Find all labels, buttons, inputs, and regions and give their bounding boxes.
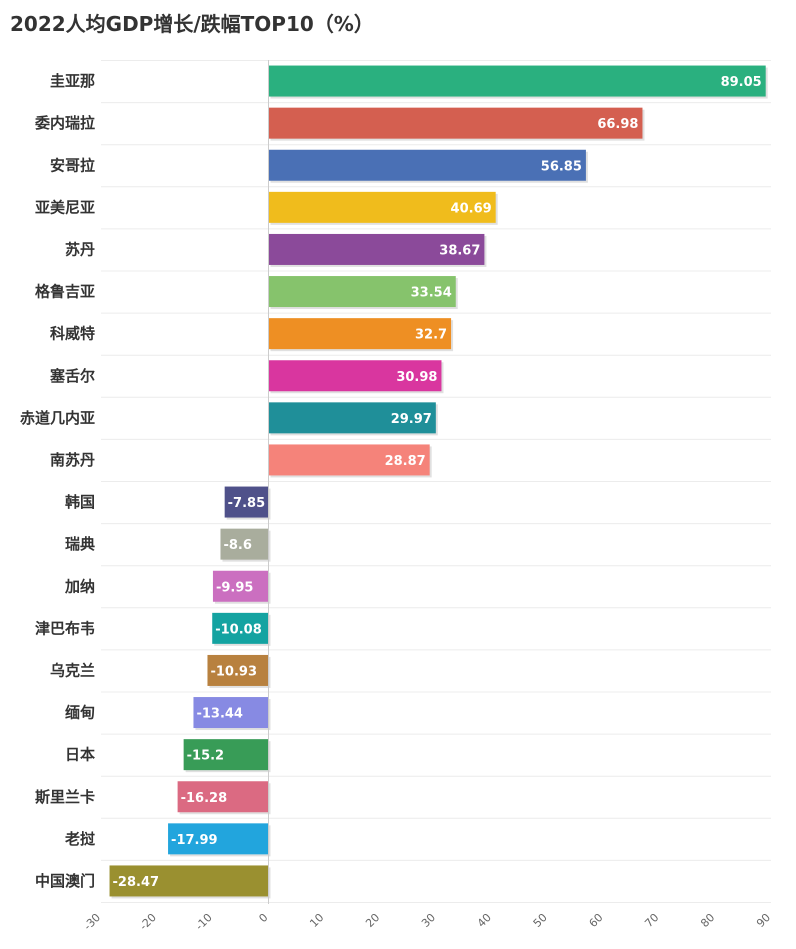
bar — [268, 191, 496, 223]
bar — [268, 149, 586, 181]
value-label: -13.44 — [196, 707, 243, 722]
value-label: 28.87 — [385, 454, 426, 469]
x-tick-label: 70 — [642, 911, 661, 930]
category-label: 科威特 — [50, 325, 95, 343]
category-label: 日本 — [65, 746, 95, 764]
category-label: 瑞典 — [65, 535, 95, 553]
category-label: 缅甸 — [65, 704, 95, 722]
bar — [268, 402, 436, 434]
x-tick-label: 10 — [307, 911, 326, 930]
value-label: 38.67 — [439, 243, 480, 258]
bar — [268, 276, 456, 308]
value-label: 30.98 — [396, 370, 437, 385]
category-label: 斯里兰卡 — [35, 788, 95, 806]
value-label: -9.95 — [216, 580, 253, 595]
category-label: 津巴布韦 — [35, 619, 95, 637]
category-label: 圭亚那 — [50, 72, 95, 90]
bar — [268, 107, 643, 139]
category-label: 韩国 — [65, 493, 95, 511]
value-label: 56.85 — [541, 159, 582, 174]
category-label: 格鲁吉亚 — [35, 283, 95, 301]
x-tick-label: 40 — [475, 911, 494, 930]
value-label: -8.6 — [223, 538, 251, 553]
value-label: 40.69 — [451, 201, 492, 216]
bar — [183, 739, 269, 771]
category-label: 老挝 — [64, 830, 96, 848]
bar — [268, 360, 442, 392]
value-label: -15.2 — [187, 749, 224, 764]
bar — [109, 865, 269, 897]
value-label: 66.98 — [597, 117, 638, 132]
category-label: 亚美尼亚 — [35, 198, 95, 216]
value-label: -16.28 — [181, 791, 228, 806]
value-label: 32.7 — [415, 328, 447, 343]
x-tick-label: 90 — [754, 911, 773, 930]
category-label: 苏丹 — [65, 240, 95, 258]
bar — [177, 781, 269, 813]
value-label: -10.93 — [210, 664, 257, 679]
x-tick-label: -10 — [193, 911, 215, 933]
value-label: -10.08 — [215, 622, 262, 637]
category-label: 委内瑞拉 — [35, 114, 95, 132]
category-label: 塞舌尔 — [50, 367, 95, 385]
x-tick-label: 50 — [531, 911, 550, 930]
value-label: 29.97 — [391, 412, 432, 427]
bar — [268, 444, 430, 476]
x-tick-label: 0 — [256, 911, 270, 925]
category-label: 赤道几内亚 — [20, 409, 95, 427]
bar — [212, 612, 269, 644]
value-label: 33.54 — [411, 286, 452, 301]
category-label: 安哥拉 — [50, 156, 95, 174]
chart-title: 2022人均GDP增长/跌幅TOP10（%） — [10, 12, 374, 36]
x-tick-label: 80 — [698, 911, 717, 930]
bar — [168, 823, 269, 855]
category-label: 中国澳门 — [35, 872, 95, 890]
value-label: -7.85 — [228, 496, 265, 511]
bar — [212, 570, 269, 602]
value-label: -17.99 — [171, 833, 218, 848]
bar — [207, 654, 269, 686]
bar — [193, 697, 269, 729]
x-tick-label: 30 — [419, 911, 438, 930]
bar — [224, 486, 269, 518]
category-label: 南苏丹 — [50, 451, 95, 469]
x-tick-label: -30 — [81, 911, 103, 933]
x-tick-label: -20 — [137, 911, 159, 933]
x-tick-label: 60 — [587, 911, 606, 930]
bar — [268, 318, 452, 350]
bar — [268, 233, 485, 265]
bar — [220, 528, 269, 560]
category-label: 乌克兰 — [50, 661, 95, 679]
category-label: 加纳 — [64, 577, 95, 595]
value-label: -28.47 — [113, 875, 160, 890]
value-label: 89.05 — [721, 75, 762, 90]
bar — [268, 65, 766, 97]
x-tick-label: 20 — [363, 911, 382, 930]
